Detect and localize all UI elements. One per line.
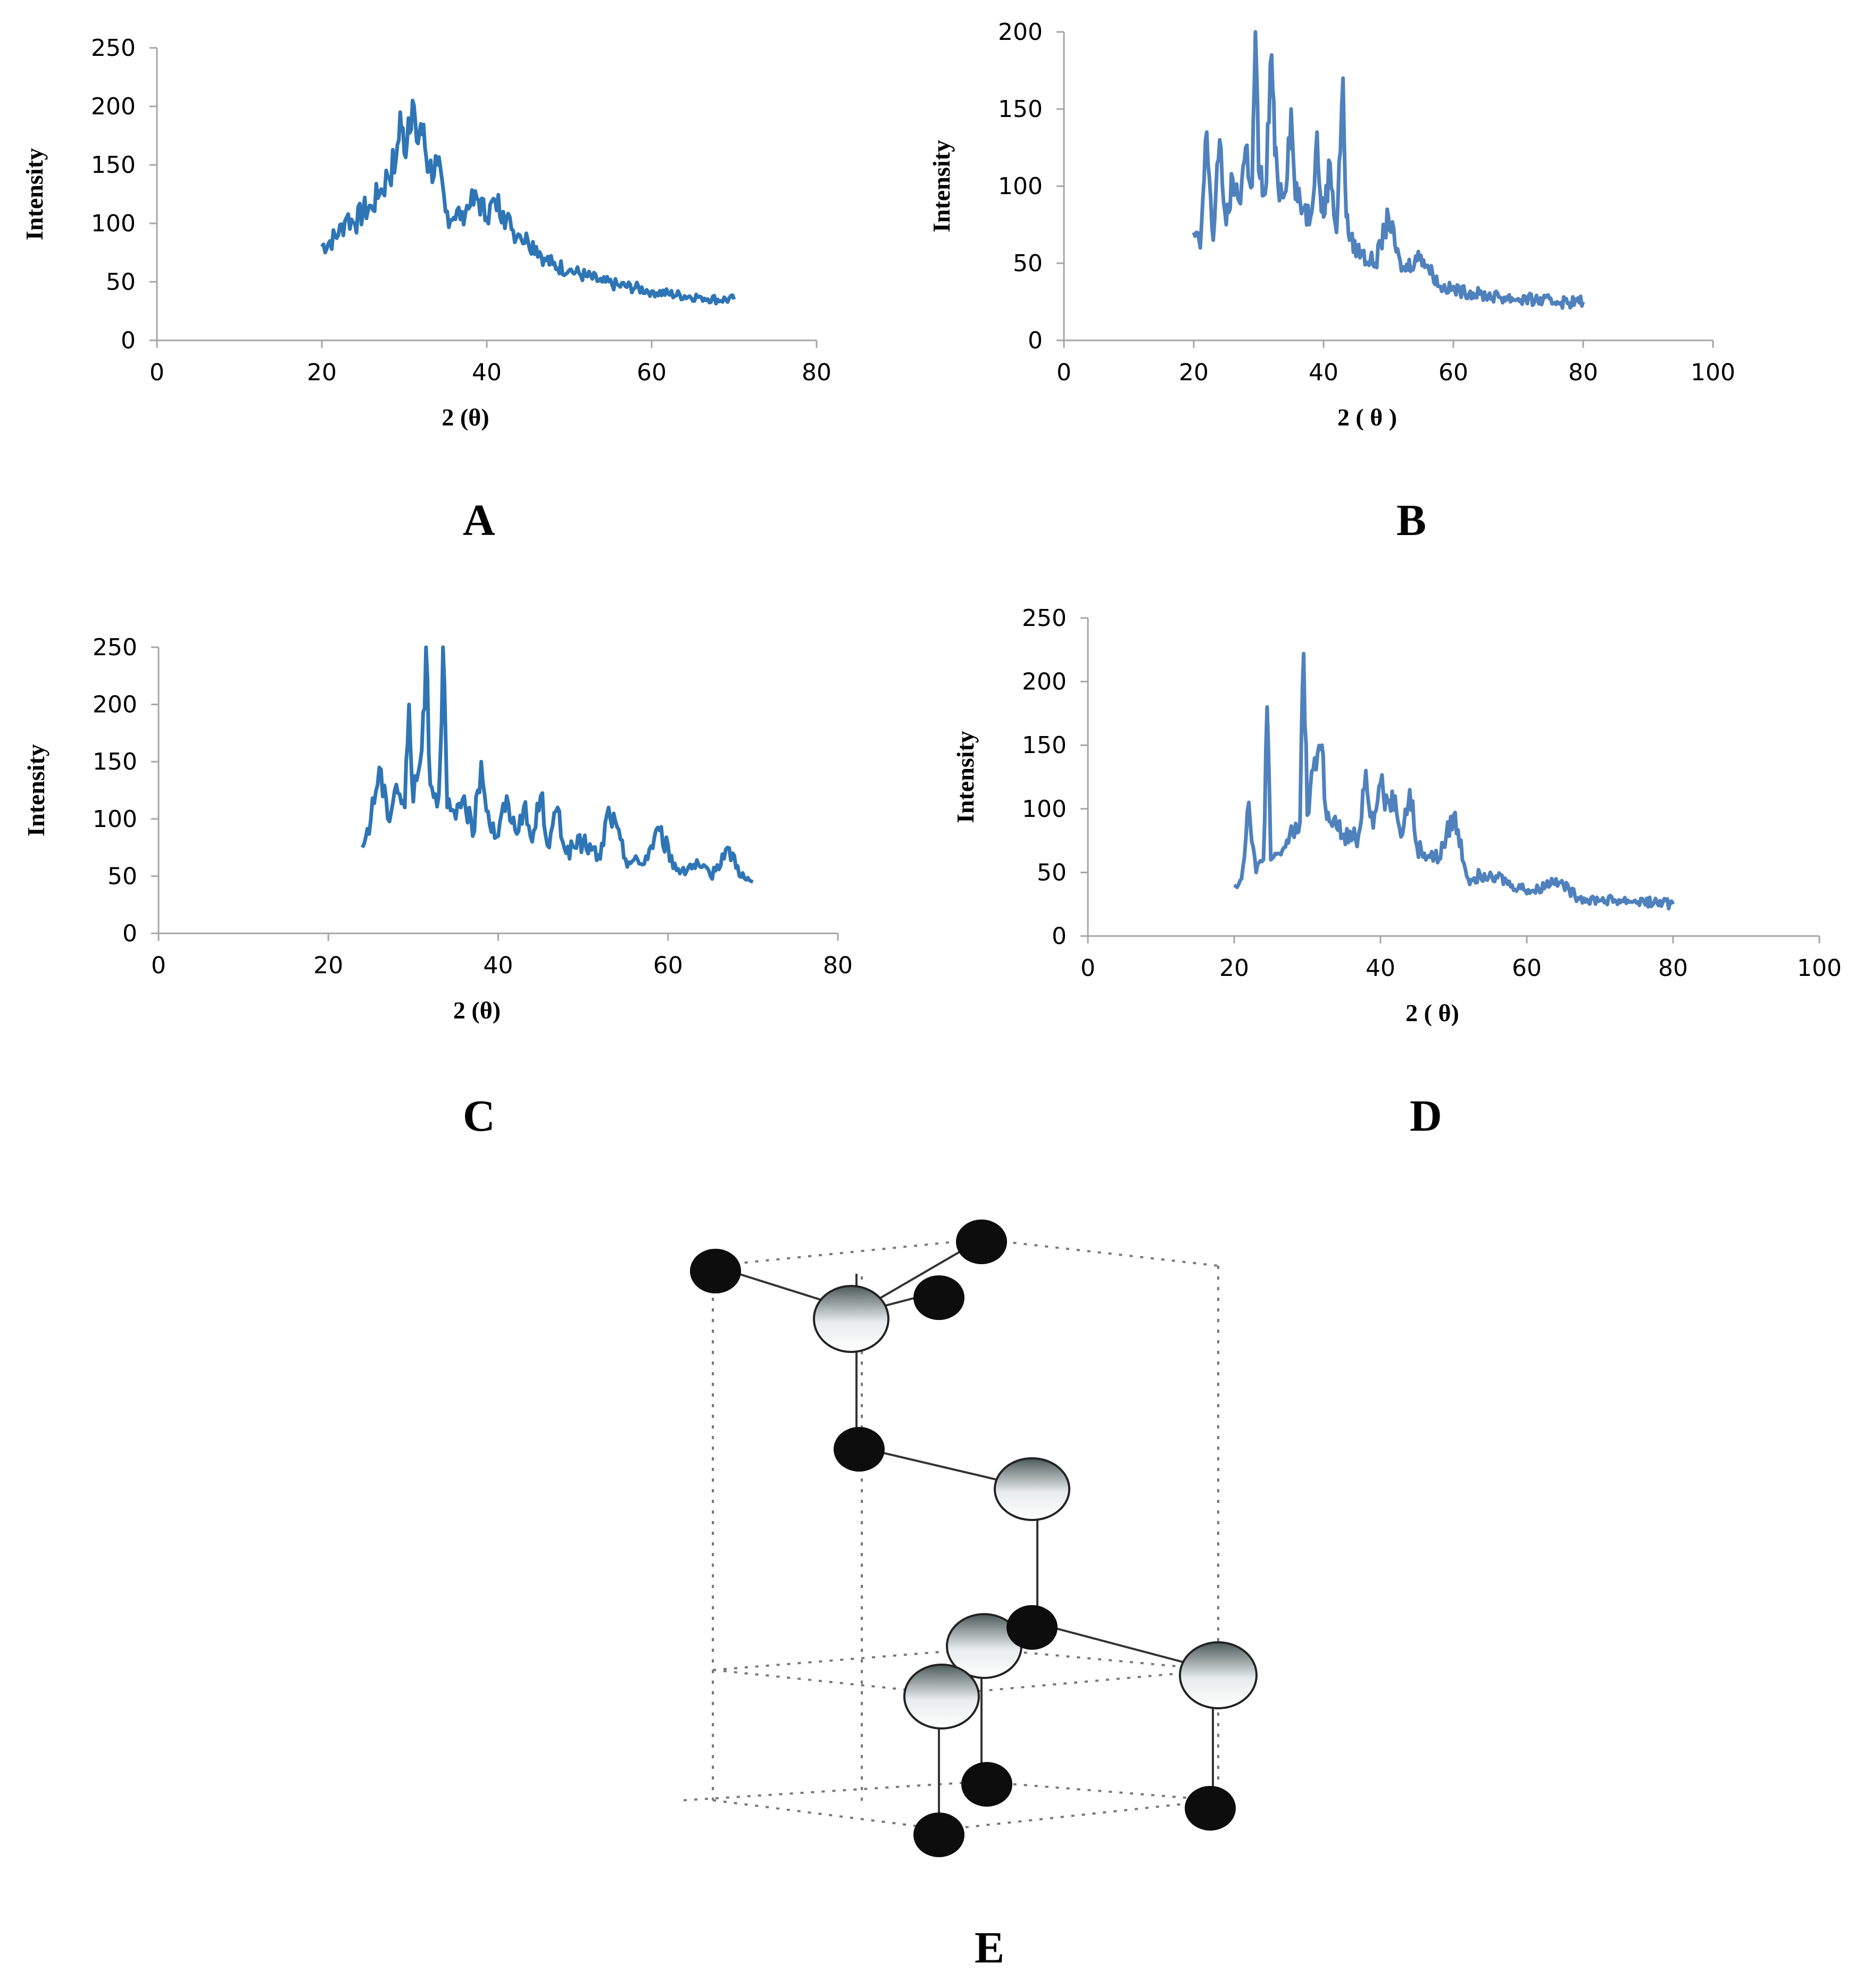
x-tick-label-d: 40 xyxy=(1366,955,1395,982)
x-tick-label-d: 20 xyxy=(1219,955,1249,982)
y-tick-label-a: 150 xyxy=(91,152,136,179)
y-tick-label-c: 0 xyxy=(122,920,137,947)
y-tick-label-a: 50 xyxy=(106,269,136,296)
chart-d-svg: 0 50 100 150 200 250 0 20 40 60 80 100 2 ( θ) Intensi… xyxy=(952,605,1842,1026)
large-atoms xyxy=(813,1285,1258,1730)
y-tick-label-c: 200 xyxy=(93,691,137,719)
y-axis-label-c: Intensity xyxy=(22,744,49,837)
y-tick-label-c: 50 xyxy=(107,863,137,890)
x-tick-label-d: 80 xyxy=(1658,955,1688,982)
x-tick-label-b: 20 xyxy=(1179,359,1209,386)
x-tick-label-d: 0 xyxy=(1080,955,1095,982)
small-atom xyxy=(913,1275,964,1320)
y-tick-label-a: 250 xyxy=(91,35,136,62)
atom-bonds xyxy=(712,1238,1214,1830)
x-axis-label-d: 2 ( θ) xyxy=(1405,999,1459,1026)
series-line-a xyxy=(320,98,736,306)
y-tick-label-c: 150 xyxy=(93,748,137,775)
y-tick-label-c: 250 xyxy=(93,634,137,661)
chart-a-svg: 0 50 100 150 200 250 0 20 40 60 80 2 (θ) Intensity xyxy=(21,35,831,431)
y-tick-label-c: 100 xyxy=(93,806,137,833)
panel-label-d: D xyxy=(1410,1091,1442,1141)
y-tick-label-b: 150 xyxy=(998,96,1043,123)
large-atom xyxy=(903,1664,980,1730)
small-atoms xyxy=(690,1219,1236,1857)
y-tick-label-d: 200 xyxy=(1022,669,1067,696)
panel-label-c: C xyxy=(463,1091,495,1141)
x-tick-label-a: 80 xyxy=(802,359,831,386)
panel-label-e: E xyxy=(975,1923,1004,1973)
y-tick-label-a: 0 xyxy=(121,327,136,354)
y-tick-label-b: 0 xyxy=(1028,327,1043,354)
unit-cell-edges xyxy=(683,1238,1219,1831)
y-tick-label-b: 50 xyxy=(1013,250,1043,277)
y-axis-label-b: Intensity xyxy=(928,140,955,232)
y-tick-label-d: 250 xyxy=(1022,605,1067,632)
x-tick-label-c: 60 xyxy=(653,952,683,979)
x-tick-label-c: 20 xyxy=(313,952,343,979)
x-axis-label-b: 2 ( θ ) xyxy=(1337,404,1397,431)
y-axis-label-a: Intensity xyxy=(21,148,48,240)
x-tick-label-c: 0 xyxy=(151,952,166,979)
chart-panel-d: 0 50 100 150 200 250 0 20 40 60 80 100 2 ( θ) Intensi… xyxy=(904,590,1855,1138)
x-tick-label-b: 0 xyxy=(1057,359,1071,386)
x-tick-label-b: 100 xyxy=(1691,359,1735,386)
small-atom xyxy=(1185,1786,1236,1831)
y-tick-label-b: 200 xyxy=(998,19,1043,46)
series-line-d xyxy=(1233,651,1675,911)
y-axis-label-d: Intensity xyxy=(952,731,979,823)
y-tick-label-d: 0 xyxy=(1052,923,1067,950)
series-line-b xyxy=(1192,30,1585,310)
chart-panel-a: 0 50 100 150 200 250 0 20 40 60 80 2 (θ) Intensity xyxy=(0,0,904,564)
x-tick-label-b: 60 xyxy=(1438,359,1468,386)
small-atom xyxy=(1006,1605,1058,1650)
small-atom xyxy=(956,1219,1007,1264)
y-tick-label-d: 100 xyxy=(1022,796,1067,823)
y-tick-label-d: 150 xyxy=(1022,732,1067,759)
x-tick-label-a: 40 xyxy=(472,359,502,386)
chart-panel-b: 0 50 100 150 200 0 20 40 60 80 100 2 ( θ ) Intensity xyxy=(904,0,1855,564)
x-tick-label-b: 40 xyxy=(1309,359,1338,386)
x-axis-label-c: 2 (θ) xyxy=(453,997,501,1024)
y-tick-label-d: 50 xyxy=(1037,859,1067,886)
x-tick-label-d: 100 xyxy=(1797,955,1842,982)
x-tick-label-c: 40 xyxy=(484,952,513,979)
x-tick-label-a: 20 xyxy=(307,359,337,386)
large-atom xyxy=(1179,1641,1258,1709)
small-atom xyxy=(690,1249,741,1293)
panel-label-b: B xyxy=(1396,496,1427,545)
x-tick-label-b: 80 xyxy=(1568,359,1598,386)
small-atom xyxy=(834,1427,885,1472)
small-atom xyxy=(961,1762,1012,1807)
x-tick-label-a: 60 xyxy=(637,359,667,386)
large-atom xyxy=(994,1457,1070,1521)
chart-b-svg: 0 50 100 150 200 0 20 40 60 80 100 2 ( θ ) Intensity xyxy=(928,19,1735,431)
x-tick-label-d: 60 xyxy=(1512,955,1542,982)
y-tick-label-a: 200 xyxy=(91,93,136,120)
large-atom xyxy=(813,1285,889,1353)
x-tick-label-c: 80 xyxy=(823,952,853,979)
x-tick-label-a: 0 xyxy=(149,359,164,386)
small-atom xyxy=(913,1812,964,1857)
series-line-c xyxy=(360,645,754,884)
y-tick-label-a: 100 xyxy=(91,210,136,237)
panel-label-a: A xyxy=(463,496,495,545)
chart-panel-c: 0 50 100 150 200 250 0 20 40 60 80 2 (θ) Intensity xyxy=(0,590,904,1138)
y-tick-label-b: 100 xyxy=(998,173,1043,200)
chart-c-svg: 0 50 100 150 200 250 0 20 40 60 80 2 (θ) Intensity xyxy=(22,634,853,1024)
x-axis-label-a: 2 (θ) xyxy=(442,404,489,431)
